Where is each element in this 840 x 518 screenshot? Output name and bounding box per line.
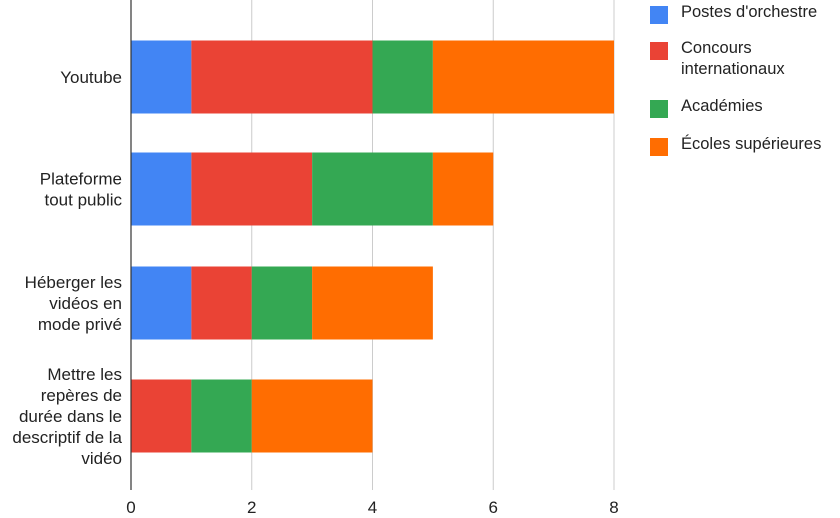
category-label-line: descriptif de la: [12, 428, 122, 447]
bar-segment: [131, 266, 192, 340]
bar-segment: [191, 379, 252, 453]
category-label-line: Mettre les: [47, 365, 122, 384]
legend-swatch: [650, 6, 668, 24]
bar-segment: [191, 40, 373, 114]
x-tick-label: 4: [368, 498, 377, 517]
category-label-line: vidéo: [81, 449, 122, 468]
x-tick-label: 6: [489, 498, 498, 517]
legend-item: Écoles supérieures: [650, 134, 821, 156]
category-label-line: mode privé: [38, 315, 122, 334]
bar-segment: [312, 152, 433, 226]
bar-segment: [131, 152, 192, 226]
category-label-line: vidéos en: [49, 294, 122, 313]
x-tick-label: 0: [126, 498, 135, 517]
category-label-line: tout public: [45, 191, 123, 210]
legend-label: Concours internationaux: [681, 39, 785, 78]
bar-segment: [251, 266, 313, 340]
category-label-line: Plateforme: [40, 170, 122, 189]
category-label: Plateforme tout public: [40, 170, 123, 210]
bar-segment: [251, 379, 373, 453]
x-tick-label: 2: [247, 498, 256, 517]
category-label-line: durée dans le: [19, 407, 122, 426]
legend-label: Postes d'orchestre: [681, 3, 818, 21]
bar-segment: [312, 266, 433, 340]
category-label-line: Youtube: [60, 68, 122, 87]
bar-segment: [372, 40, 433, 114]
legend-item: Postes d'orchestre: [650, 2, 817, 24]
bar-segment: [191, 266, 252, 340]
legend-label: Académies: [681, 97, 763, 115]
bar-segment: [191, 152, 313, 226]
legend-swatch: [650, 42, 668, 60]
x-axis-ticks: 0 2 4 6 8: [126, 498, 618, 517]
category-label: Héberger les vidéos en mode privé: [25, 273, 122, 334]
legend-swatch: [650, 100, 668, 118]
category-label: Youtube: [60, 68, 122, 87]
bars: [131, 40, 614, 453]
bar-segment: [131, 379, 192, 453]
x-tick-label: 8: [609, 498, 618, 517]
category-label-line: repères de: [41, 386, 122, 405]
y-axis-categories: Youtube Plateforme tout public Héberger les…: [12, 68, 122, 468]
bar-segment: [131, 40, 192, 114]
bar-segment: [432, 40, 614, 114]
legend-swatch: [650, 138, 668, 156]
category-label-line: Héberger les: [25, 273, 122, 292]
legend-label: Écoles supérieures: [681, 135, 822, 153]
bar-segment: [432, 152, 494, 226]
legend-item: Académies: [650, 96, 763, 118]
category-label: Mettre les repères de durée dans le descrip…: [12, 365, 122, 468]
legend-item: Concours internationaux: [650, 38, 785, 80]
